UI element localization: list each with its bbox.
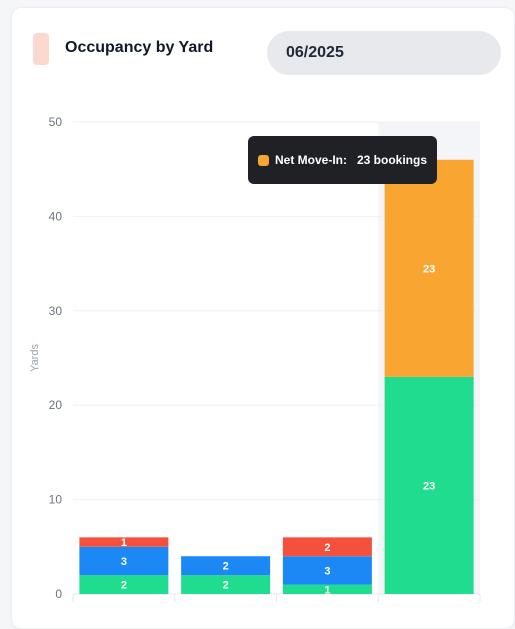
y-tick-label: 10 [49,493,63,507]
bar-segment-label: 23 [423,263,435,275]
bar-segment-label: 3 [324,565,330,577]
bar-segment [384,159,474,377]
y-tick-label: 50 [49,115,63,129]
bar-segment [79,546,169,576]
bar-segment-label: 1 [324,584,330,596]
bar-segment [79,537,169,547]
y-tick-label: 30 [49,304,63,318]
chart-title: Occupancy by Yard [65,39,214,56]
bar-segment-label: 3 [121,556,127,568]
bar-segment-label: 2 [121,580,127,592]
bar-segment-label: 2 [223,580,229,592]
bar-segment [181,556,271,576]
bar-segment-label: 2 [223,561,229,573]
header-badge [33,33,49,65]
y-tick-label: 0 [55,587,62,601]
bar-segment [282,584,372,594]
y-tick-label: 40 [49,209,63,223]
y-tick-label: 20 [49,398,63,412]
tooltip-series-label: Net Move-In: [275,153,347,167]
bar-segment-label: 1 [121,537,127,549]
tooltip-value: 23 bookings [357,153,428,167]
bar-segment-label: 23 [423,480,435,492]
y-axis-title: Yards [29,344,41,372]
month-picker-input[interactable] [267,31,501,75]
bar-segment [282,556,372,585]
bar-segment [79,575,169,594]
tooltip-swatch [258,154,269,166]
bar-segment [181,575,271,594]
chart-tooltip: Net Move-In: 23 bookings [248,136,438,184]
bar-segment-label: 2 [324,542,330,554]
bar-segment [282,537,372,557]
bar-segment [384,376,474,594]
